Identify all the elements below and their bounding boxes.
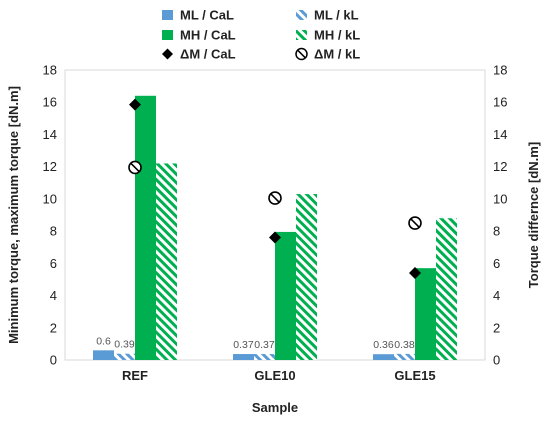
y-tick-label-right: 18	[493, 63, 507, 78]
y-tick-label-left: 14	[43, 127, 57, 142]
markers-layer	[128, 98, 422, 279]
bar	[135, 95, 156, 361]
y-tick-label-left: 2	[50, 320, 57, 335]
data-label: 0.38	[394, 339, 415, 351]
category-label: REF	[122, 368, 148, 383]
marker-circle-slash	[408, 216, 422, 230]
legend-label: ΔM / kL	[314, 47, 360, 62]
bar	[156, 163, 177, 360]
data-label: 0.6	[96, 335, 111, 347]
y-tick-label-right: 16	[493, 95, 507, 110]
legend-item: MH / CaL	[162, 28, 236, 43]
data-label: 0.37	[254, 339, 275, 351]
legend-item: ΔM / CaL	[162, 47, 236, 62]
y-tick-label-right: 4	[493, 288, 500, 303]
legend-item: MH / kL	[296, 28, 360, 43]
right-axis-ticks: 0 2 4 6 8 10 12 14 16 18	[493, 63, 507, 368]
marker-diamond	[409, 267, 421, 279]
legend-swatch	[296, 30, 307, 40]
legend-item: ML / kL	[296, 8, 359, 23]
bar	[415, 268, 436, 360]
legend-swatch	[296, 10, 307, 20]
marker-circle-slash	[268, 191, 282, 205]
y-tick-label-left: 16	[43, 95, 57, 110]
legend-item: ML / CaL	[162, 8, 234, 23]
bar	[436, 218, 457, 360]
legend-swatch	[162, 30, 173, 40]
legend-label: ML / CaL	[180, 8, 234, 23]
y-tick-label-right: 0	[493, 353, 500, 368]
bar	[373, 354, 394, 360]
bar	[275, 231, 296, 360]
y-tick-label-left: 8	[50, 224, 57, 239]
bar	[296, 194, 317, 360]
category-label: GLE15	[394, 368, 435, 383]
y-tick-label-left: 4	[50, 288, 57, 303]
y-tick-label-right: 14	[493, 127, 507, 142]
y-axis-title-right: Torque differnce [dN.m]	[526, 142, 541, 288]
legend-label: ΔM / CaL	[180, 47, 236, 62]
left-axis-ticks: 0 2 4 6 8 10 12 14 16 18	[43, 63, 57, 368]
bar	[93, 350, 114, 360]
bar	[233, 354, 254, 360]
data-label: 0.39	[114, 339, 135, 351]
data-labels-layer: 0.6 0.39 0.37 0.37 0.36 0.38	[96, 335, 415, 351]
legend-swatch	[295, 47, 308, 61]
bar	[254, 354, 275, 360]
y-tick-label-right: 8	[493, 224, 500, 239]
category-labels: REF GLE10 GLE15	[122, 368, 436, 383]
bar	[394, 353, 415, 360]
y-tick-label-left: 10	[43, 191, 57, 206]
y-tick-label-left: 0	[50, 353, 57, 368]
bar	[114, 353, 135, 360]
y-axis-title-left: Minimum torque, maximum torque [dN.m]	[6, 86, 21, 344]
legend-label: ML / kL	[314, 8, 359, 23]
marker-diamond	[129, 98, 141, 111]
y-tick-label-left: 18	[43, 63, 57, 78]
legend-label: MH / kL	[314, 28, 360, 43]
y-tick-label-left: 6	[50, 256, 57, 271]
y-tick-label-left: 12	[43, 159, 57, 174]
y-tick-label-right: 6	[493, 256, 500, 271]
marker-diamond	[269, 231, 281, 244]
y-tick-label-right: 2	[493, 320, 500, 335]
bars-layer	[93, 95, 457, 361]
legend: ML / CaL ML / kL MH / CaL MH / kL ΔM / CaL ΔM…	[162, 8, 360, 62]
legend-item: ΔM / kL	[295, 47, 360, 62]
x-axis-title: Sample	[252, 400, 298, 415]
legend-swatch	[162, 10, 173, 20]
y-tick-label-right: 12	[493, 159, 507, 174]
category-label: GLE10	[254, 368, 295, 383]
legend-label: MH / CaL	[180, 28, 236, 43]
data-label: 0.37	[233, 339, 254, 351]
marker-circle-slash	[128, 160, 142, 175]
legend-swatch	[162, 48, 173, 60]
y-tick-label-right: 10	[493, 191, 507, 206]
data-label: 0.36	[373, 339, 394, 351]
